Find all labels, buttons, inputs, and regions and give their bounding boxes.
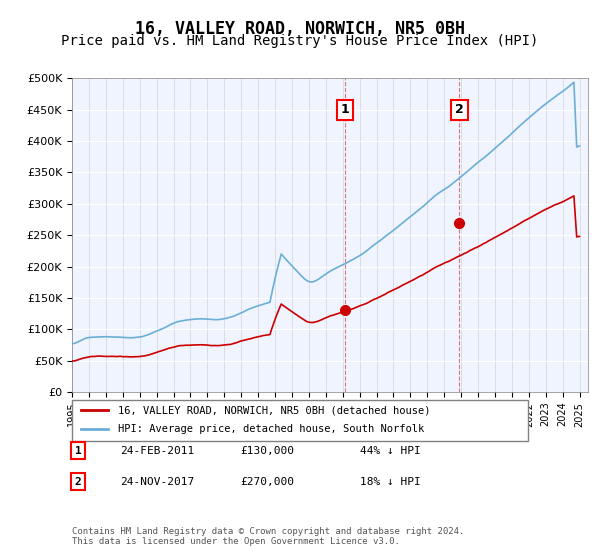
Text: 18% ↓ HPI: 18% ↓ HPI <box>360 477 421 487</box>
Text: £270,000: £270,000 <box>240 477 294 487</box>
Text: 1: 1 <box>341 103 350 116</box>
Text: 2: 2 <box>455 103 464 116</box>
Text: 1: 1 <box>74 446 82 456</box>
Text: 44% ↓ HPI: 44% ↓ HPI <box>360 446 421 456</box>
Text: 24-FEB-2011: 24-FEB-2011 <box>120 446 194 456</box>
Text: 24-NOV-2017: 24-NOV-2017 <box>120 477 194 487</box>
Text: 16, VALLEY ROAD, NORWICH, NR5 0BH: 16, VALLEY ROAD, NORWICH, NR5 0BH <box>135 20 465 38</box>
Text: 2: 2 <box>74 477 82 487</box>
FancyBboxPatch shape <box>72 400 528 441</box>
Text: HPI: Average price, detached house, South Norfolk: HPI: Average price, detached house, Sout… <box>118 424 424 435</box>
Text: Contains HM Land Registry data © Crown copyright and database right 2024.
This d: Contains HM Land Registry data © Crown c… <box>72 526 464 546</box>
Text: £130,000: £130,000 <box>240 446 294 456</box>
Text: 16, VALLEY ROAD, NORWICH, NR5 0BH (detached house): 16, VALLEY ROAD, NORWICH, NR5 0BH (detac… <box>118 405 430 416</box>
Text: Price paid vs. HM Land Registry's House Price Index (HPI): Price paid vs. HM Land Registry's House … <box>61 34 539 48</box>
